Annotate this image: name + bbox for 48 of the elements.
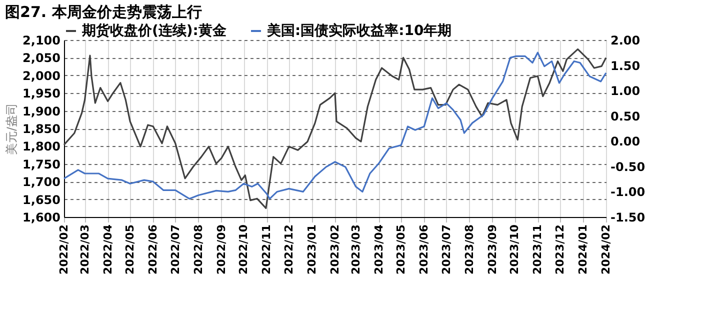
x-tick-label: 2023/04 (372, 224, 386, 274)
x-tick-label: 2023/06 (418, 224, 431, 274)
y2-tick-label: -0.50 (610, 160, 646, 174)
y2-tick-label: 0.50 (610, 109, 640, 124)
y-tick-label: 1,950 (22, 86, 60, 101)
x-tick-label: 2022/07 (168, 224, 182, 274)
y-tick-label: 1,800 (22, 140, 60, 154)
y-tick-label: 2,050 (22, 51, 60, 66)
x-tick-label: 2023/12 (553, 224, 566, 274)
y-axis-title: 美元/盎司 (4, 102, 19, 156)
x-tick-label: 2023/03 (349, 224, 362, 274)
x-tick-label: 2022/10 (237, 224, 250, 274)
x-tick-label: 2023/10 (508, 224, 522, 274)
x-tick-label: 2022/11 (260, 224, 274, 274)
x-tick-label: 2022/04 (101, 224, 114, 274)
y-tick-label: 2,000 (22, 68, 60, 83)
y-tick-label: 1,900 (22, 104, 60, 118)
y2-tick-label: 2.00 (610, 34, 640, 48)
y2-tick-label: 1.50 (610, 58, 640, 73)
y-tick-label: 1,850 (22, 122, 60, 136)
y-tick-label: 1,650 (22, 192, 60, 207)
x-tick-label: 2023/08 (462, 224, 476, 274)
x-tick-label: 2022/09 (214, 224, 228, 274)
x-tick-label: 2024/01 (576, 224, 590, 274)
x-tick-label: 2022/08 (192, 224, 205, 274)
series-label: 期货收盘价(连续):黄金 (81, 23, 228, 39)
x-tick-label: 2023/02 (328, 224, 342, 274)
chart-title: 图27. 本周金价走势震荡上行 (5, 3, 202, 21)
x-tick-label: 2022/03 (78, 224, 92, 274)
y2-tick-label: -1.50 (610, 210, 646, 224)
y-tick-label: 2,100 (22, 34, 60, 48)
y-tick-label: 1,750 (22, 157, 60, 172)
x-tick-label: 2022/02 (58, 224, 70, 274)
legend-label: 美国:国债实际收益率:10年期 (266, 22, 452, 39)
x-tick-label: 2023/09 (486, 224, 499, 274)
y2-tick-label: -1.00 (610, 185, 646, 200)
x-tick-label: 2023/07 (440, 224, 453, 274)
y-tick-label: 1,600 (22, 210, 60, 224)
y-tick-label: 1,700 (22, 175, 60, 190)
x-tick-label: 2022/06 (146, 224, 160, 274)
x-tick-label: 2023/11 (531, 224, 544, 274)
x-tick-label: 2023/05 (394, 224, 408, 274)
x-tick-label: 2022/12 (282, 224, 296, 274)
x-tick-label: 2022/05 (124, 224, 137, 274)
x-tick-label: 2024/02 (600, 224, 612, 274)
x-tick-label: 2023/01 (305, 224, 318, 274)
y2-tick-label: 1.00 (610, 84, 640, 98)
y2-tick-label: 0.00 (610, 134, 640, 149)
